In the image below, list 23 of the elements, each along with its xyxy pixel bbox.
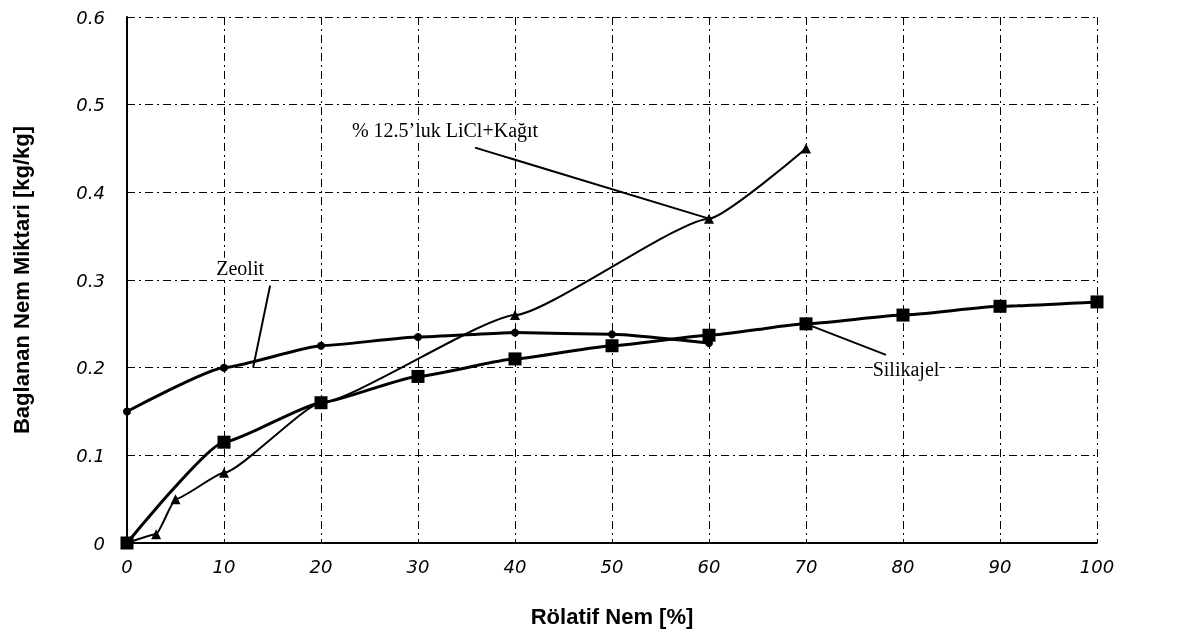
x-tick-label: 50: [600, 555, 624, 577]
y-tick-label: 0.5: [76, 94, 105, 116]
x-tick-label: 30: [406, 555, 430, 577]
y-tick-label: 0.6: [76, 6, 105, 28]
annotation: Zeolit: [216, 256, 265, 279]
annotation: Silikajel: [872, 357, 940, 381]
x-tick-label: 0: [121, 555, 133, 577]
x-tick-label: 60: [697, 555, 721, 577]
y-tick-label: 0: [93, 532, 105, 554]
y-tick-label: 0.4: [76, 181, 105, 203]
y-axis-title: Baglanan Nem Miktari [kg/kg]: [8, 125, 34, 435]
x-axis-title: Rölatif Nem [%]: [530, 603, 694, 629]
y-tick-label: 0.3: [76, 269, 105, 291]
y-tick-label: 0.2: [76, 357, 105, 379]
x-tick-label: 10: [212, 555, 236, 577]
x-tick-label: 90: [988, 555, 1012, 577]
x-tick-label: 100: [1079, 555, 1115, 577]
x-tick-label: 80: [891, 555, 915, 577]
x-tick-label: 70: [794, 555, 818, 577]
y-tick-label: 0.1: [76, 444, 105, 466]
annotation: % 12.5’luk LiCl+Kağıt: [351, 118, 539, 142]
x-tick-label: 20: [309, 555, 333, 577]
x-tick-label: 40: [503, 555, 527, 577]
